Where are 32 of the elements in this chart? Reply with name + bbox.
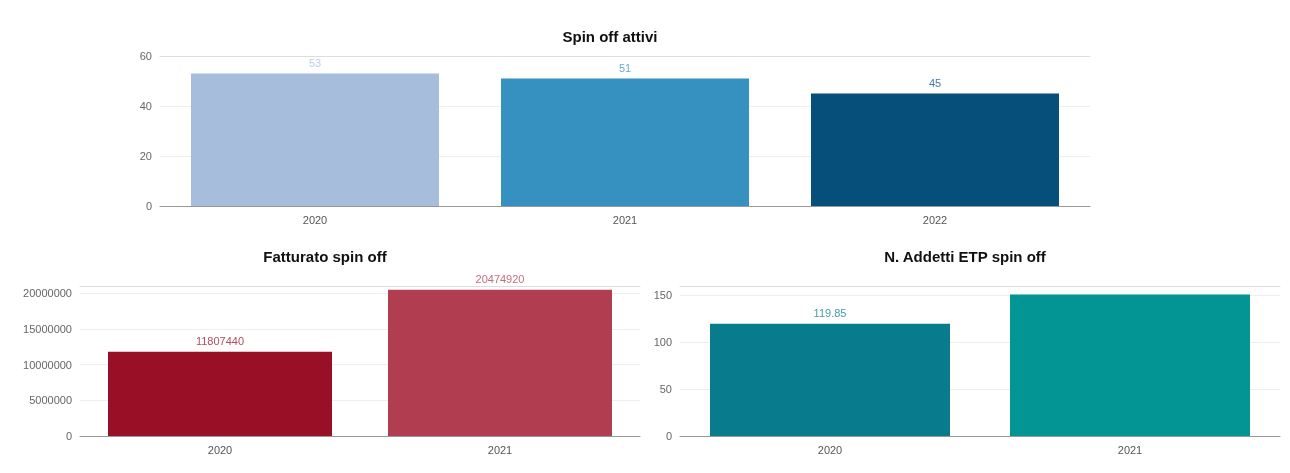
- chart-title: Spin off attivi: [562, 28, 658, 45]
- y-tick-label: 0: [65, 430, 72, 442]
- y-tick-label: 20000000: [23, 287, 72, 300]
- y-tick-label: 5000000: [29, 394, 72, 407]
- x-tick-label: 2020: [302, 213, 328, 226]
- y-tick-label: 15000000: [23, 322, 72, 335]
- y-tick-label: 40: [139, 100, 152, 112]
- bar: [191, 73, 439, 206]
- data-label: 20474920: [475, 273, 525, 286]
- x-tick-label: 2020: [207, 443, 233, 456]
- bar: [811, 93, 1059, 206]
- data-label: 53: [308, 57, 322, 69]
- x-tick-label: 2022: [922, 213, 948, 226]
- x-tick-label: 2020: [817, 443, 843, 456]
- y-tick-label: 0: [665, 430, 672, 442]
- y-tick-label: 20: [139, 150, 152, 162]
- y-tick-label: 100: [653, 336, 672, 349]
- x-tick-label: 2021: [487, 443, 513, 456]
- y-tick-label: 50: [659, 383, 672, 396]
- chart-title: N. Addetti ETP spin off: [884, 248, 1047, 265]
- y-tick-label: 0: [145, 200, 152, 212]
- data-label: 45: [928, 77, 942, 89]
- y-tick-label: 10000000: [23, 358, 72, 371]
- data-label: 119.85: [813, 307, 847, 320]
- y-tick-label: 60: [139, 50, 152, 62]
- bar: [501, 78, 749, 206]
- chart-title: Fatturato spin off: [263, 248, 388, 265]
- y-tick-label: 150: [653, 289, 672, 302]
- x-tick-label: 2021: [612, 213, 638, 226]
- data-label: 51: [618, 62, 632, 74]
- x-tick-label: 2021: [1117, 443, 1143, 456]
- data-label: 11807440: [195, 335, 245, 348]
